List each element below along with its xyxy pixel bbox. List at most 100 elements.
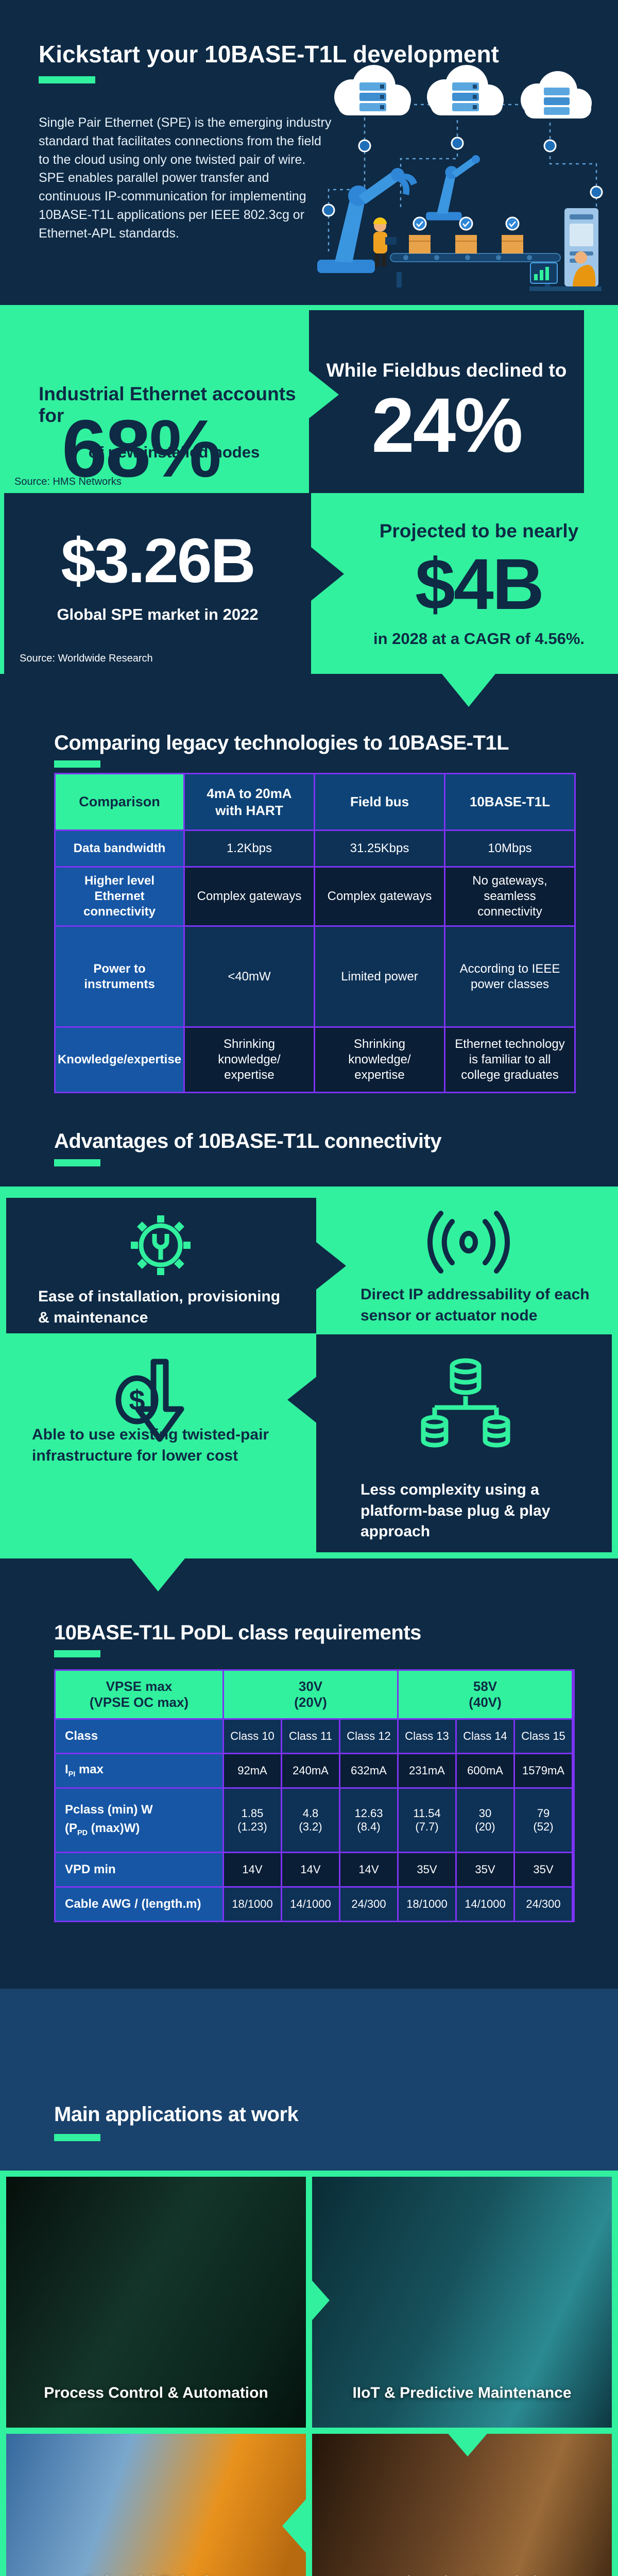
table-cell: 14/1000 [457,1888,513,1921]
arrow-right-icon [311,547,344,601]
table-cell: 1579mA [515,1754,572,1787]
table-cell: 24/300 [340,1888,397,1921]
robot-arm-icon [317,168,417,273]
projection-lead: Projected to be nearly [379,520,579,541]
arrow-left-icon [287,1376,317,1423]
table-cell: Class 14 [457,1720,513,1753]
industrial-value: 68% [62,403,221,494]
application-photo-warehousing: Warehousing & Logistics [312,2434,612,2576]
table-cell: 24/300 [515,1888,572,1921]
photo-label: Industrial Robotics [6,2572,306,2576]
table-cell: 1.85 (1.23) [224,1789,281,1852]
arrow-right-icon [309,371,339,418]
table-cell: 35V [457,1853,513,1886]
table-cell: Complex gateways [315,868,444,925]
table-cell: Limited power [315,927,444,1026]
table-header-cell: 4mA to 20mA with HART [185,774,314,829]
photo-label: Process Control & Automation [44,2384,268,2401]
title-underline [54,1159,100,1166]
gear-wrench-icon [131,1215,191,1275]
table-cell: Shrinking knowledge/ expertise [315,1028,444,1092]
hero-section: Kickstart your 10BASE-T1L development Si… [0,0,618,305]
table-cell: Class 10 [224,1720,281,1753]
arrow-right-icon [306,2274,330,2327]
wireless-node-icon [427,1211,510,1274]
table-cell: 14V [224,1853,281,1886]
page-title: Kickstart your 10BASE-T1L development [39,41,499,67]
table-cell: 231mA [399,1754,455,1787]
table-cell: 31.25Kbps [315,831,444,866]
table-cell: 11.54 (7.7) [399,1789,455,1852]
cloud-server-icon [427,65,504,115]
stats-section: While Fieldbus declined to 24% Industria… [0,305,618,674]
advantage-text: Able to use existing twisted-pair infras… [32,1426,269,1464]
projection-sub: in 2028 at a CAGR of 4.56%. [373,630,585,648]
table-cell: Class 12 [340,1720,397,1753]
table-cell: Ethernet technology is familiar to all c… [445,1028,574,1092]
photo-label: IIoT & Predictive Maintenance [352,2384,572,2401]
applications-title: Main applications at work [54,2103,299,2126]
cloud-server-icon [521,71,592,118]
industrial-lead: Industrial Ethernet accounts for [39,383,296,426]
advantage-card: Ease of installation, provisioning & mai… [6,1198,316,1333]
table-cell: Class 15 [515,1720,572,1753]
arrow-left-icon [282,2499,306,2553]
row-label: VPD min [56,1853,222,1886]
title-underline [39,76,95,83]
table-cell: 632mA [340,1754,397,1787]
market-source: Source: Worldwide Research [20,653,153,664]
svg-text:$: $ [129,1384,145,1416]
title-underline [54,1650,100,1657]
application-photo-robotics: Industrial Robotics [6,2434,306,2576]
table-cell: 600mA [457,1754,513,1787]
fieldbus-stat-panel: While Fieldbus declined to 24% [309,310,584,493]
table-cell: Shrinking knowledge/ expertise [185,1028,314,1092]
industrial-sub: of new installed nodes [88,443,260,461]
cloud-server-icon [334,65,411,115]
table-header-cell: Field bus [315,774,444,829]
table-cell: 35V [515,1853,572,1886]
table-cell: Complex gateways [185,868,314,925]
advantages-title: Advantages of 10BASE-T1L connectivity [54,1130,442,1153]
table-cell: 240mA [282,1754,339,1787]
advantage-text: Less complexity using a platform-base pl… [360,1481,551,1540]
advantage-card: Less complexity using a platform-base pl… [316,1334,612,1552]
photo-label: Warehousing & Logistics [312,2572,612,2576]
title-underline [54,760,100,768]
fieldbus-value: 24% [371,382,523,468]
table-cell: 1.2Kbps [185,831,314,866]
table-cell: 30 (20) [457,1789,513,1852]
table-cell: 14/1000 [282,1888,339,1921]
advantage-text: Direct IP addressability of each sensor … [360,1286,590,1324]
table-cell: 35V [399,1853,455,1886]
row-label: IPI max [56,1754,222,1787]
table-cell: 79 (52) [515,1789,572,1852]
hero-illustration [317,65,603,291]
comparison-section: Comparing legacy technologies to 10BASE-… [0,674,618,1187]
table-cell: According to IEEE power classes [445,927,574,1026]
table-header-cell: 30V (20V) [224,1671,397,1718]
title-underline [54,2134,100,2141]
table-cell: 12.63 (8.4) [340,1789,397,1852]
podl-section: 10BASE-T1L PoDL class requirements VPSE … [0,1558,618,1989]
table-cell: 18/1000 [224,1888,281,1921]
row-label: Power to instruments [56,927,183,1026]
worker-illustration [373,217,397,267]
section-notch [131,1558,185,1591]
conveyor-illustration [390,216,561,287]
row-label: Higher level Ethernet connectivity [56,868,183,925]
arrow-down-icon [443,2428,492,2456]
industrial-source: Source: HMS Networks [14,476,122,487]
row-label: Cable AWG / (length.m) [56,1888,222,1921]
advantages-section: Ease of installation, provisioning & mai… [0,1187,618,1558]
table-cell: No gateways, seamless connectivity [445,868,574,925]
arrow-right-icon [316,1242,346,1290]
database-network-icon [421,1358,510,1448]
table-cell: 10Mbps [445,831,574,866]
section-notch [442,674,495,707]
table-header-cell: 58V (40V) [399,1671,572,1718]
fieldbus-lead: While Fieldbus declined to [326,360,567,381]
advantage-text: Ease of installation, provisioning & mai… [38,1288,281,1326]
row-label: Pclass (min) W (PPD (max)W) [56,1789,222,1852]
